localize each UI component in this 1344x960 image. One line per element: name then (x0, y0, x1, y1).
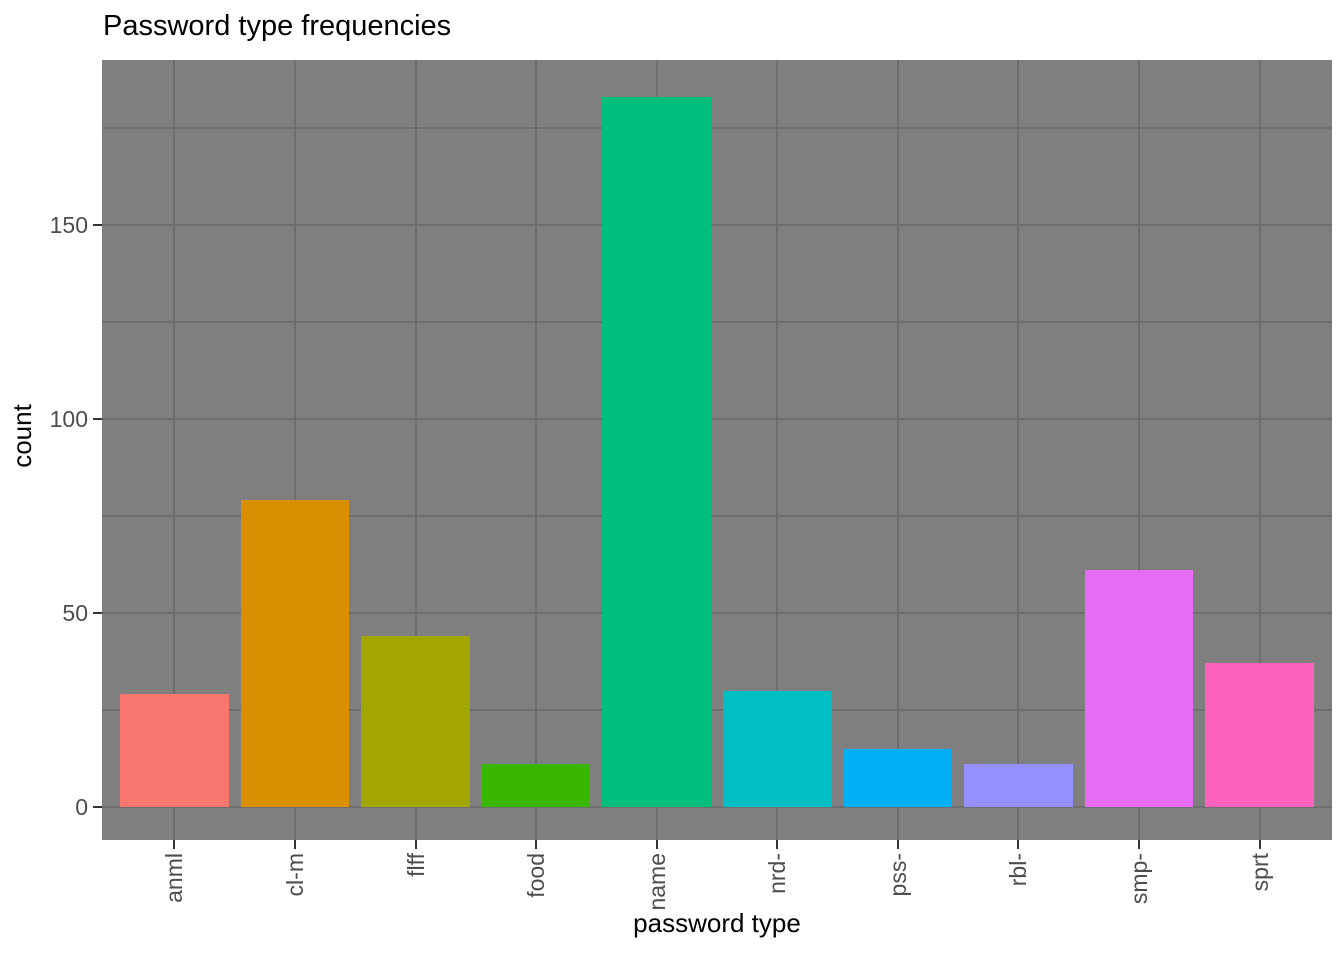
bar-sprt (1205, 663, 1314, 807)
bar-anml (120, 694, 229, 807)
x-tick-label-smp-: smp- (1126, 853, 1153, 905)
major-gridline (102, 806, 1332, 808)
y-tick-mark (93, 806, 102, 808)
y-tick-mark (93, 418, 102, 420)
x-tick-label-nrd-: nrd- (764, 853, 791, 894)
minor-gridline (102, 321, 1332, 323)
x-tick-mark (1017, 840, 1020, 849)
category-gridline (776, 60, 779, 840)
x-tick-label-name: name (643, 853, 670, 911)
bar-food (481, 764, 591, 807)
x-tick-mark (655, 840, 658, 849)
major-gridline (102, 612, 1332, 614)
bar-smp- (1084, 570, 1194, 807)
minor-gridline (102, 515, 1332, 517)
x-tick-mark (896, 840, 899, 849)
x-tick-label-food: food (523, 853, 550, 898)
y-tick-label: 0 (75, 794, 88, 820)
category-gridline (1258, 60, 1261, 840)
x-tick-label-sprt: sprt (1246, 853, 1273, 892)
category-gridline (414, 60, 417, 840)
minor-gridline (102, 127, 1332, 129)
bar-pss- (843, 748, 953, 807)
y-tick-mark (93, 612, 102, 614)
x-tick-mark (173, 840, 176, 849)
bar-nrd- (723, 690, 832, 807)
bar-cl-m (240, 500, 350, 807)
category-gridline (535, 60, 538, 840)
y-tick-label: 100 (49, 406, 88, 432)
x-axis-title: password type (633, 908, 801, 938)
category-gridline (293, 60, 296, 840)
x-tick-label-pss-: pss- (884, 853, 911, 897)
x-tick-label-flff: flff (402, 853, 429, 877)
category-gridline (173, 60, 176, 840)
x-tick-label-rbl-: rbl- (1005, 853, 1032, 887)
y-tick-mark (93, 224, 102, 226)
x-tick-mark (1138, 840, 1141, 849)
bar-name (602, 96, 711, 807)
x-tick-label-cl-m: cl-m (281, 853, 308, 897)
chart-title: Password type frequencies (103, 10, 452, 42)
x-tick-label-anml: anml (161, 853, 188, 903)
x-tick-mark (293, 840, 296, 849)
x-tick-mark (1258, 840, 1261, 849)
category-gridline (1138, 60, 1141, 840)
bar-rbl- (964, 764, 1073, 807)
x-tick-mark (776, 840, 779, 849)
bar-flff (361, 636, 470, 807)
category-gridline (1017, 60, 1020, 840)
minor-gridline (102, 709, 1332, 711)
major-gridline (102, 418, 1332, 420)
major-gridline (102, 224, 1332, 226)
plot-panel (102, 60, 1332, 840)
x-tick-mark (414, 840, 417, 849)
y-tick-label: 150 (49, 212, 88, 238)
x-tick-mark (535, 840, 538, 849)
y-tick-label: 50 (62, 600, 88, 626)
category-gridline (896, 60, 899, 840)
